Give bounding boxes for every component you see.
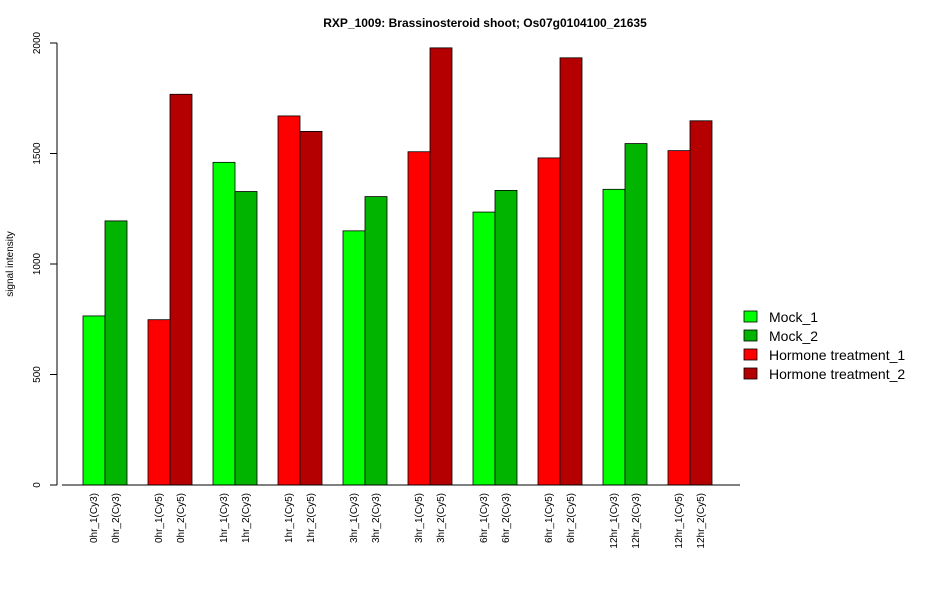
x-tick-label: 6hr_2(Cy5) (566, 493, 577, 543)
x-tick-label: 6hr_1(Cy5) (544, 493, 555, 543)
x-tick-label: 0hr_1(Cy5) (154, 493, 165, 543)
bar (277, 115, 301, 486)
bar (602, 188, 626, 486)
bar (364, 196, 388, 486)
y-axis: 0 500 1000 1500 2000 (32, 31, 58, 488)
legend-swatch (743, 348, 758, 361)
x-tick-label: 12hr_2(Cy5) (696, 493, 707, 549)
y-tick-label: 1500 (32, 142, 43, 165)
x-tick-label: 6hr_1(Cy3) (479, 493, 490, 543)
x-tick-label: 3hr_1(Cy5) (414, 493, 425, 543)
x-tick-label: 3hr_2(Cy5) (436, 493, 447, 543)
bar (689, 120, 713, 486)
x-axis-tick-labels: 0hr_1(Cy3) 0hr_2(Cy3) 0hr_1(Cy5) 0hr_2(Cy5)… (89, 493, 707, 549)
legend-label: Hormone treatment_2 (769, 366, 905, 382)
bar (624, 143, 648, 486)
bar (342, 230, 366, 486)
bar (537, 157, 561, 486)
legend: Mock_1 Mock_2 Hormone treatment_1 Hormone t… (743, 309, 905, 382)
bar (559, 57, 583, 486)
x-tick-label: 12hr_1(Cy5) (674, 493, 685, 549)
bar (169, 93, 193, 486)
bar (667, 150, 691, 486)
bar (472, 211, 496, 486)
bar (299, 130, 323, 486)
x-tick-label: 1hr_2(Cy5) (306, 493, 317, 543)
bar (147, 319, 171, 486)
x-tick-label: 6hr_2(Cy3) (501, 493, 512, 543)
legend-label: Mock_1 (769, 309, 818, 325)
x-tick-label: 1hr_2(Cy3) (241, 493, 252, 543)
x-tick-label: 1hr_1(Cy3) (219, 493, 230, 543)
legend-label: Mock_2 (769, 328, 818, 344)
bar (212, 161, 236, 486)
y-tick-label: 0 (32, 482, 43, 488)
bar (429, 47, 453, 486)
x-tick-label: 12hr_1(Cy3) (609, 493, 620, 549)
legend-label: Hormone treatment_1 (769, 347, 905, 363)
bars (82, 47, 713, 486)
bar (494, 190, 518, 486)
y-tick-label: 2000 (32, 31, 43, 54)
x-tick-label: 0hr_2(Cy5) (176, 493, 187, 543)
bar (82, 315, 106, 486)
bar (104, 220, 128, 486)
x-tick-label: 3hr_1(Cy3) (349, 493, 360, 543)
x-tick-label: 12hr_2(Cy3) (631, 493, 642, 549)
legend-swatch (743, 367, 758, 380)
legend-swatch (743, 329, 758, 342)
x-tick-label: 1hr_1(Cy5) (284, 493, 295, 543)
bar (407, 151, 431, 486)
bar (234, 191, 258, 486)
x-tick-label: 0hr_2(Cy3) (111, 493, 122, 543)
y-tick-label: 1000 (32, 252, 43, 275)
y-tick-label: 500 (32, 366, 43, 383)
x-tick-label: 3hr_2(Cy3) (371, 493, 382, 543)
x-tick-label: 0hr_1(Cy3) (89, 493, 100, 543)
legend-swatch (743, 310, 758, 323)
y-axis-label: signal intensity (5, 231, 16, 297)
chart-title: RXP_1009: Brassinosteroid shoot; Os07g01… (323, 16, 647, 30)
